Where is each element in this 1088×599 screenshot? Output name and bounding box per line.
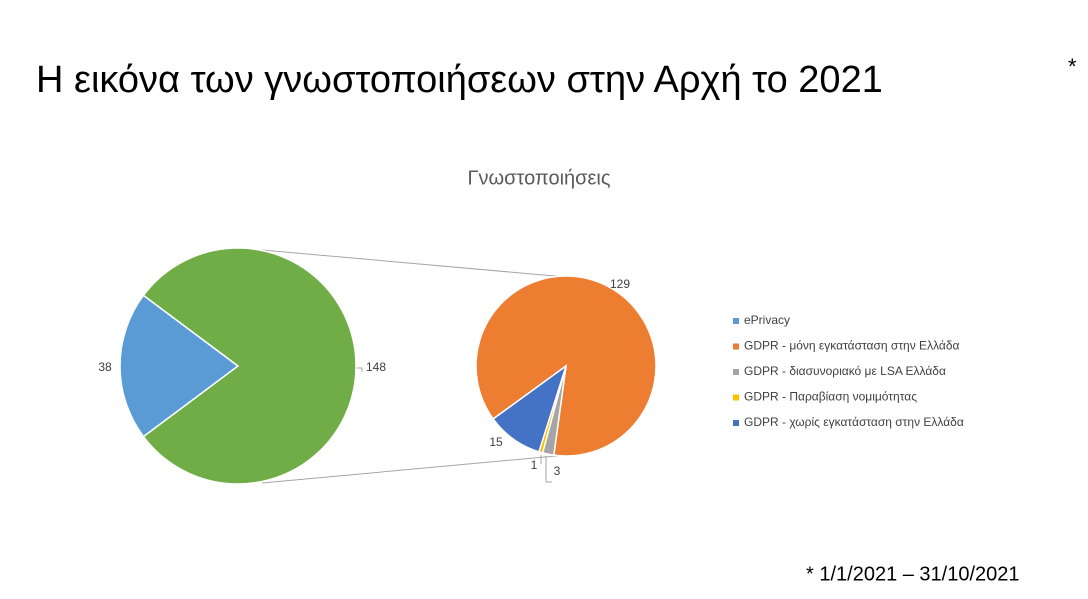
legend-swatch [733, 420, 739, 426]
heading: Η εικόνα των γνωστοποιήσεων στην Αρχή το… [36, 59, 883, 101]
legend-swatch [733, 394, 739, 401]
pie-slice [119, 294, 240, 438]
pie-slice [492, 364, 568, 453]
data-label: 3 [554, 464, 561, 478]
pie-slice [142, 247, 357, 485]
legend-swatch [733, 343, 739, 350]
legend-swatch [733, 318, 739, 324]
connector [261, 454, 567, 484]
legend-label: GDPR - χωρίς εγκατάσταση στην Ελλάδα [744, 415, 964, 429]
connector [261, 249, 567, 278]
data-label: 129 [610, 277, 630, 291]
legend-label: GDPR - μόνη εγκατάσταση στην Ελλάδα [744, 339, 960, 353]
legend-label: GDPR - διασυνοριακό με LSA Ελλάδα [744, 364, 946, 378]
heading-mark: * [1068, 54, 1077, 79]
leader-line [356, 367, 363, 372]
footnote: * 1/1/2021 – 31/10/2021 [806, 563, 1020, 585]
legend-label: GDPR - Παραβίαση νομιμότητας [744, 390, 917, 404]
legend-swatch [733, 369, 739, 375]
leader-line [545, 456, 552, 483]
data-label: 15 [489, 435, 503, 449]
chart-title: Γνωστοποιήσεις [468, 167, 611, 189]
legend-label: ePrivacy [744, 313, 790, 327]
data-label: 148 [366, 360, 386, 374]
data-label: 38 [98, 360, 112, 374]
data-label: 1 [531, 458, 538, 472]
